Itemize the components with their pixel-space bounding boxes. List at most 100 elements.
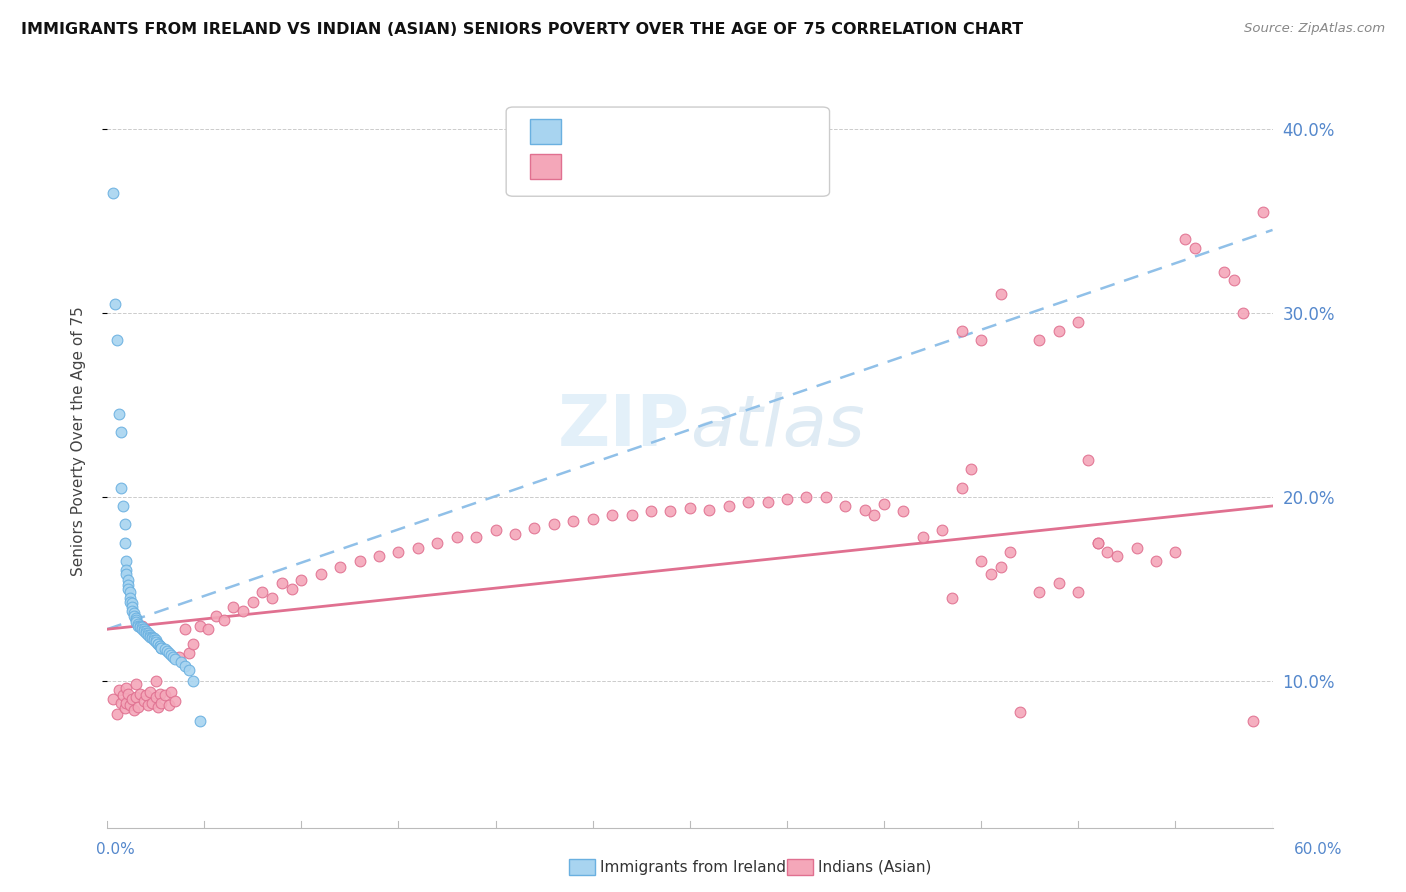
Point — [115, 563, 138, 577]
Point — [970, 554, 993, 568]
Point — [117, 578, 139, 592]
Point — [582, 512, 605, 526]
Text: N =: N = — [654, 160, 688, 174]
Point — [122, 703, 145, 717]
Point — [222, 600, 245, 615]
Text: 60.0%: 60.0% — [1295, 842, 1343, 856]
Point — [1174, 232, 1197, 246]
Point — [129, 618, 152, 632]
Point — [121, 604, 143, 618]
Point — [136, 628, 159, 642]
Point — [156, 644, 179, 658]
Point — [155, 642, 177, 657]
Point — [329, 559, 352, 574]
Point — [960, 462, 983, 476]
Point — [132, 624, 155, 638]
Point — [737, 495, 759, 509]
Point — [309, 567, 332, 582]
Point — [146, 699, 169, 714]
Point — [659, 504, 682, 518]
Point — [142, 633, 165, 648]
Point — [142, 632, 165, 646]
Point — [122, 609, 145, 624]
Text: R =: R = — [575, 124, 609, 138]
Text: 0.347: 0.347 — [606, 160, 654, 174]
Point — [853, 502, 876, 516]
Point — [136, 626, 159, 640]
Point — [139, 628, 162, 642]
Point — [145, 673, 167, 688]
Point — [1097, 545, 1119, 559]
Text: 0.0%: 0.0% — [96, 842, 135, 856]
Point — [863, 508, 886, 523]
Point — [600, 508, 623, 523]
Point — [139, 685, 162, 699]
Point — [990, 287, 1012, 301]
Point — [120, 594, 142, 608]
Text: Indians (Asian): Indians (Asian) — [818, 860, 932, 874]
Point — [157, 698, 180, 712]
Point — [1107, 549, 1129, 563]
Point — [368, 549, 391, 563]
Point — [796, 490, 818, 504]
Point — [503, 526, 526, 541]
Point — [150, 696, 173, 710]
Point — [205, 609, 228, 624]
Point — [131, 620, 153, 634]
Point — [155, 689, 177, 703]
Point — [640, 504, 662, 518]
Point — [387, 545, 409, 559]
Point — [1008, 705, 1031, 719]
Point — [543, 517, 565, 532]
Point — [1164, 545, 1187, 559]
Point — [127, 618, 149, 632]
Point — [188, 714, 211, 729]
Point — [145, 635, 167, 649]
Point — [141, 632, 163, 646]
Point — [406, 541, 429, 556]
Point — [262, 591, 284, 605]
Point — [465, 530, 488, 544]
Point — [1241, 714, 1264, 729]
Point — [145, 690, 167, 705]
Point — [1028, 334, 1050, 348]
Point — [173, 622, 195, 636]
Point — [125, 613, 148, 627]
Text: 0.075: 0.075 — [606, 124, 654, 138]
Point — [121, 600, 143, 615]
Point — [141, 696, 163, 710]
Point — [132, 622, 155, 636]
Point — [145, 633, 167, 648]
Point — [212, 613, 235, 627]
Point — [165, 694, 187, 708]
Point — [1067, 585, 1090, 599]
Point — [160, 685, 183, 699]
Point — [523, 521, 546, 535]
Point — [167, 649, 190, 664]
Point — [941, 591, 963, 605]
Point — [349, 554, 371, 568]
Text: N =: N = — [654, 124, 688, 138]
Point — [111, 689, 134, 703]
Point — [484, 523, 506, 537]
Point — [990, 559, 1012, 574]
Point — [135, 626, 157, 640]
Point — [1184, 241, 1206, 255]
Point — [127, 699, 149, 714]
Point — [105, 706, 128, 721]
Point — [873, 497, 896, 511]
Point — [125, 677, 148, 691]
Point — [129, 620, 152, 634]
Point — [717, 499, 740, 513]
Point — [125, 611, 148, 625]
Point — [114, 701, 136, 715]
Point — [232, 604, 254, 618]
Point — [181, 673, 204, 688]
Point — [1028, 585, 1050, 599]
Point — [114, 517, 136, 532]
Text: Immigrants from Ireland: Immigrants from Ireland — [600, 860, 786, 874]
Point — [117, 687, 139, 701]
Point — [146, 637, 169, 651]
Point — [188, 618, 211, 632]
Point — [121, 597, 143, 611]
